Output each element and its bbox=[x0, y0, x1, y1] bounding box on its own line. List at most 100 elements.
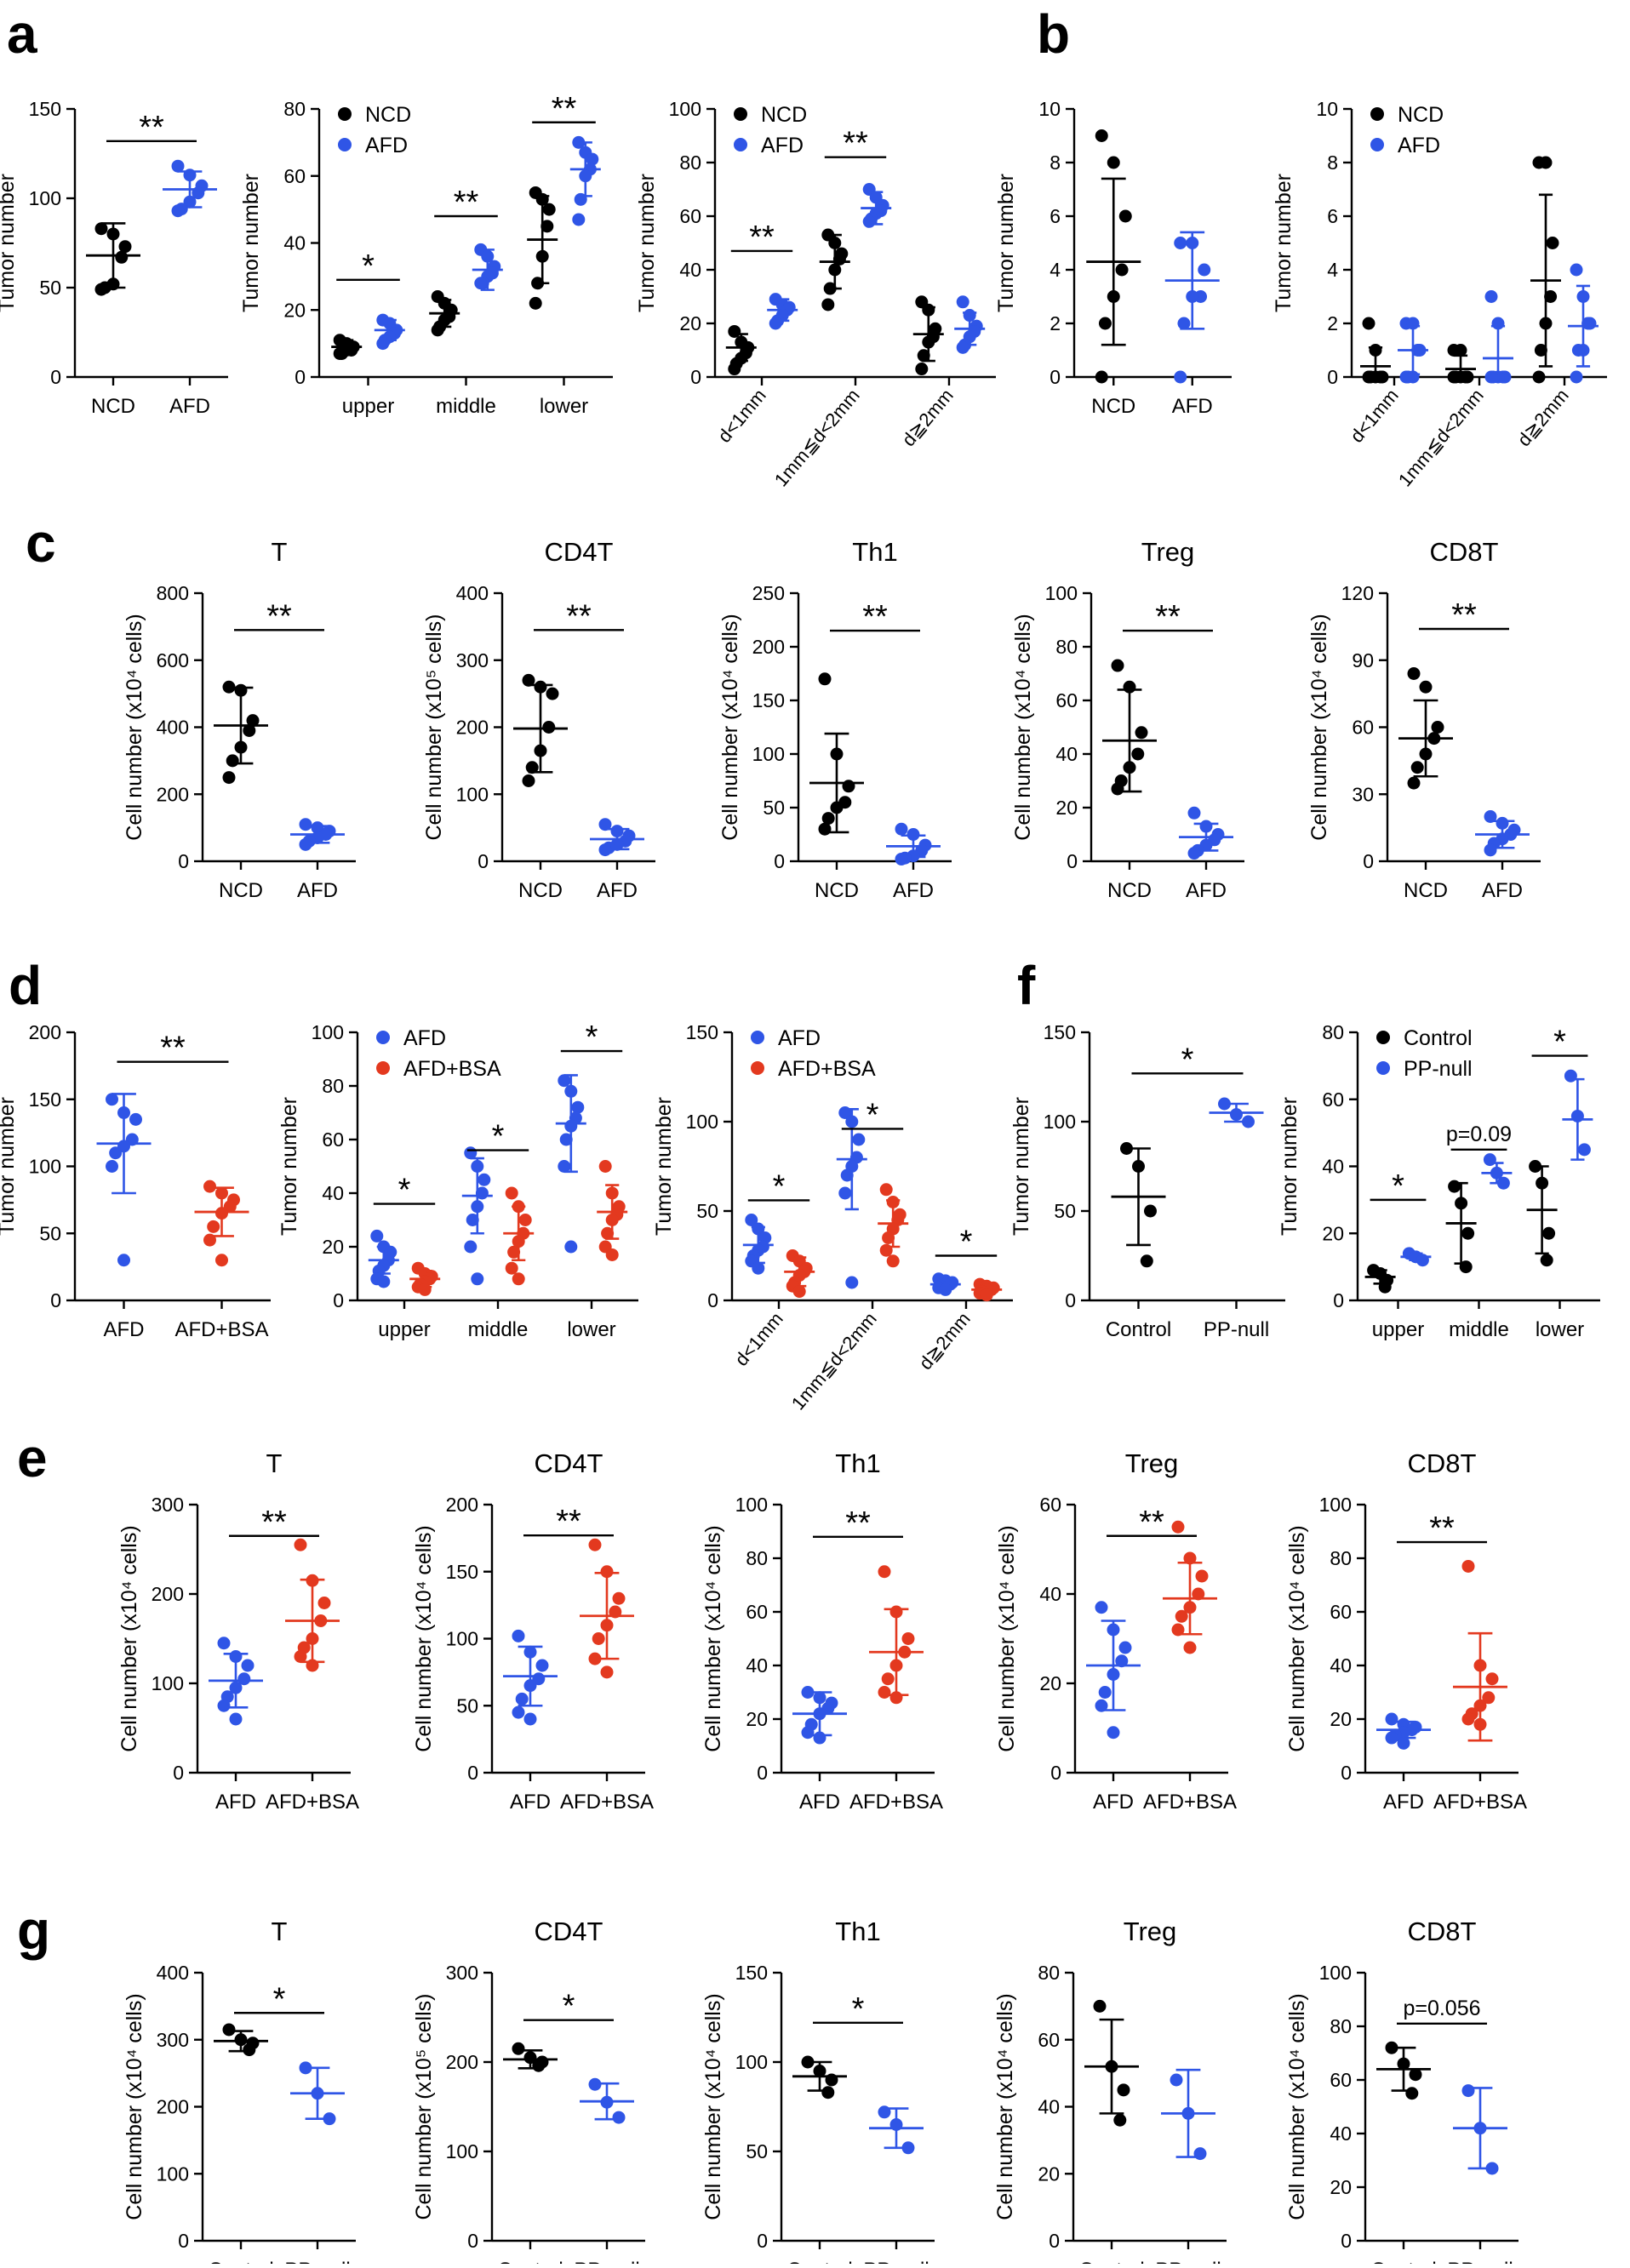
y-tick-label: 0 bbox=[1327, 366, 1338, 388]
y-tick-label: 50 bbox=[763, 797, 785, 819]
data-point bbox=[558, 1074, 571, 1088]
data-point bbox=[879, 1183, 893, 1197]
data-point bbox=[1186, 290, 1199, 303]
y-tick-label: 150 bbox=[446, 1561, 478, 1583]
y-axis-title: Tumor number bbox=[652, 1097, 676, 1236]
y-tick-label: 60 bbox=[1055, 689, 1078, 711]
x-tick-label: AFD+BSA bbox=[1143, 1791, 1237, 1814]
x-tick-label: d<1mm bbox=[730, 1308, 787, 1370]
data-point bbox=[1187, 847, 1201, 860]
data-point bbox=[572, 135, 586, 149]
data-point bbox=[579, 169, 592, 183]
chart-title: T bbox=[272, 1917, 288, 1946]
data-point bbox=[515, 1692, 529, 1705]
y-tick-label: 40 bbox=[1330, 2122, 1352, 2145]
data-point bbox=[1473, 1699, 1487, 1712]
x-tick-label: lower bbox=[1536, 1318, 1584, 1341]
data-point bbox=[825, 2073, 838, 2087]
y-axis-title: Tumor number bbox=[0, 174, 19, 312]
data-point bbox=[830, 747, 844, 761]
data-point bbox=[234, 740, 248, 754]
data-point bbox=[889, 1691, 903, 1705]
data-point bbox=[838, 1106, 852, 1119]
data-point bbox=[1242, 1115, 1255, 1128]
data-point bbox=[915, 363, 929, 376]
data-point bbox=[564, 1084, 578, 1098]
data-point bbox=[832, 252, 846, 266]
chart-e1: 0 100 200 300 Cell number (x10⁴ cells) T AFD AF… bbox=[117, 1448, 359, 1814]
significance-label: ** bbox=[160, 1031, 186, 1066]
significance-label: * bbox=[1181, 1042, 1194, 1077]
data-point bbox=[306, 1659, 319, 1672]
y-tick-label: 60 bbox=[322, 1128, 344, 1151]
data-point bbox=[828, 237, 842, 249]
data-point bbox=[1095, 1699, 1108, 1712]
x-tick-label: AFD bbox=[297, 879, 338, 902]
chart-title: Th1 bbox=[835, 1448, 880, 1478]
x-tick-label: AFD bbox=[597, 879, 638, 902]
data-point bbox=[598, 1160, 612, 1173]
data-point bbox=[1405, 2087, 1419, 2100]
data-point bbox=[1576, 290, 1590, 303]
x-tick-label: AFD bbox=[1093, 1791, 1134, 1814]
y-tick-label: 10 bbox=[1038, 98, 1061, 120]
significance-label: * bbox=[398, 1173, 411, 1208]
y-tick-label: 0 bbox=[1363, 850, 1374, 872]
data-point bbox=[1411, 344, 1425, 357]
chart-title: Treg bbox=[1141, 537, 1195, 567]
data-point bbox=[243, 723, 256, 737]
data-point bbox=[728, 324, 741, 338]
chart-d3: 0 50 100 150 Tumor number d<1mm 1mm≦d<2mm d≧2mm… bbox=[652, 1021, 1013, 1414]
y-axis-title: Tumor number bbox=[1272, 174, 1295, 312]
y-tick-label: 0 bbox=[1341, 1762, 1352, 1784]
y-tick-label: 80 bbox=[1330, 2015, 1352, 2037]
y-tick-label: 0 bbox=[757, 1762, 768, 1784]
chart-title: Treg bbox=[1124, 1917, 1177, 1946]
data-point bbox=[1542, 1226, 1556, 1240]
x-tick-label: NCD bbox=[91, 395, 135, 418]
x-tick-label: AFD+BSA bbox=[560, 1791, 654, 1814]
chart-f1: 0 50 100 150 Tumor number Control PP-null * bbox=[1009, 1021, 1285, 1341]
data-point bbox=[523, 1679, 537, 1693]
data-point bbox=[1491, 317, 1505, 330]
data-point bbox=[1369, 344, 1382, 357]
data-point bbox=[535, 1659, 549, 1672]
data-point bbox=[1198, 263, 1211, 277]
chart-title: Th1 bbox=[852, 537, 897, 567]
data-point bbox=[886, 1254, 900, 1268]
y-tick-label: 100 bbox=[735, 1494, 768, 1516]
significance-label: * bbox=[1553, 1025, 1566, 1060]
data-point bbox=[574, 192, 587, 206]
x-tick-label: AFD bbox=[1172, 395, 1213, 418]
legend-label: AFD bbox=[365, 134, 408, 157]
data-point bbox=[901, 2141, 915, 2155]
data-point bbox=[299, 837, 312, 851]
chart-title: CD8T bbox=[1408, 1448, 1477, 1478]
data-point bbox=[529, 296, 542, 310]
panel-letter-d: d bbox=[9, 955, 42, 1016]
legend-marker bbox=[1370, 138, 1384, 151]
significance-label: ** bbox=[1139, 1505, 1164, 1540]
y-tick-label: 80 bbox=[1322, 1021, 1344, 1043]
x-tick-label: Control bbox=[208, 2259, 273, 2264]
chart-g3: 0 50 100 150 Cell number (x10⁴ cells) Th1 Cont… bbox=[701, 1917, 935, 2268]
data-point bbox=[1407, 776, 1421, 790]
chart-title: Treg bbox=[1125, 1448, 1179, 1478]
data-point bbox=[542, 203, 556, 216]
data-point bbox=[879, 1243, 893, 1257]
data-point bbox=[229, 1650, 243, 1663]
data-point bbox=[1496, 1176, 1510, 1190]
y-tick-label: 100 bbox=[669, 98, 701, 120]
x-tick-label: d<1mm bbox=[1346, 385, 1403, 447]
y-tick-label: 80 bbox=[679, 151, 701, 174]
legend-label: AFD+BSA bbox=[778, 1057, 876, 1081]
data-point bbox=[243, 2043, 256, 2057]
data-point bbox=[129, 1112, 142, 1126]
legend-marker bbox=[1376, 1031, 1390, 1044]
y-tick-label: 8 bbox=[1049, 151, 1061, 174]
chart-title: CD4T bbox=[535, 1448, 603, 1478]
data-point bbox=[823, 282, 837, 295]
data-point bbox=[901, 1632, 915, 1645]
chart-c5: 0 30 60 90 120 Cell number (x10⁴ cells) CD8T NC… bbox=[1307, 537, 1541, 902]
data-point bbox=[1385, 1712, 1398, 1726]
